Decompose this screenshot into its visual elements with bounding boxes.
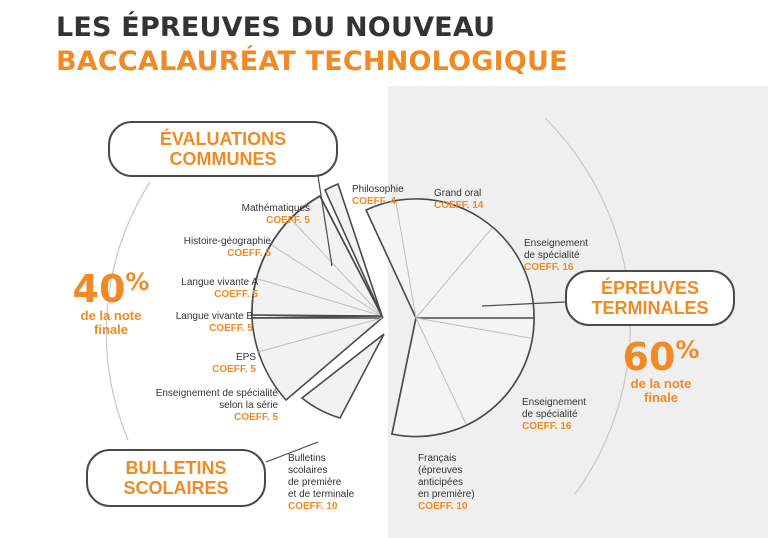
right-percentage: 60% de la note finale: [606, 330, 716, 405]
evaluations-divider-eps: [257, 317, 383, 353]
label-specialite-2: Enseignement de spécialité COEFF. 16: [522, 397, 586, 432]
title-line-1: LES ÉPREUVES DU NOUVEAU: [56, 12, 496, 43]
right-percentage-value: 60%: [622, 335, 700, 379]
evaluations-dividers: [254, 217, 383, 317]
label-histoire-geographie: Histoire-géographie COEFF. 5: [183, 236, 271, 259]
evaluations-lower-slices: [251, 317, 385, 402]
evaluations-communes-label: ÉVALUATIONS COMMUNES: [108, 121, 338, 177]
bulletins-scolaires-label: BULLETINS SCOLAIRES: [86, 449, 266, 507]
evaluations-outline: [251, 194, 384, 319]
label-mathematiques: Mathématiques COEFF. 5: [241, 203, 310, 226]
left-percentage-value: 40%: [72, 267, 150, 311]
terminales-lower: [391, 317, 535, 438]
label-francais: Français (épreuves anticipées en premièr…: [418, 453, 475, 512]
right-percentage-caption: de la note finale: [630, 376, 692, 405]
label-specialite-1: Enseignement de spécialité COEFF. 16: [524, 238, 588, 273]
label-specialite-serie: Enseignement de spécialité selon la séri…: [155, 388, 278, 423]
label-bulletins: Bulletins scolaires de première et de te…: [288, 453, 355, 512]
label-philosophie: Philosophie COEFF. 4: [352, 184, 404, 207]
label-langue-vivante-b: Langue vivante B COEFF. 5: [175, 311, 253, 334]
label-langue-vivante-a: Langue vivante A COEFF. 5: [181, 277, 258, 300]
left-percentage-caption: de la note finale: [80, 308, 142, 337]
leader-lines: [265, 175, 566, 463]
left-percentage: 40% de la note finale: [56, 262, 166, 337]
terminales-dividers: [395, 201, 531, 425]
left-arc: [105, 181, 151, 441]
label-grand-oral: Grand oral COEFF. 14: [434, 188, 484, 211]
bulletins-slice: [300, 333, 385, 419]
title-line-2: BACCALAURÉAT TECHNOLOGIQUE: [56, 46, 568, 77]
evaluations-top-slice: [323, 182, 383, 317]
label-eps: EPS COEFF. 5: [212, 352, 256, 375]
epreuves-terminales-label: ÉPREUVES TERMINALES: [565, 270, 735, 326]
